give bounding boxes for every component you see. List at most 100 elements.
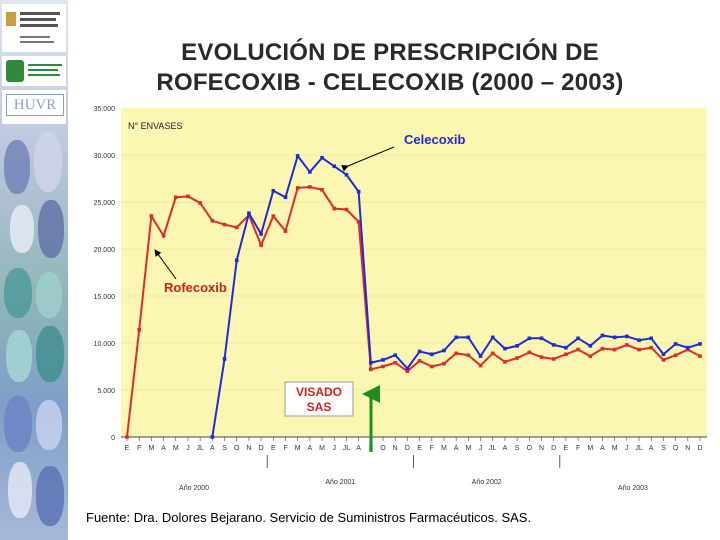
- data-point-rofecoxib: [173, 195, 178, 200]
- data-point-celecoxib: [222, 357, 227, 361]
- x-tick-label: N: [246, 445, 251, 452]
- data-point-celecoxib: [271, 188, 276, 193]
- data-point-celecoxib: [551, 343, 556, 347]
- visado-label: VISADO: [296, 385, 342, 399]
- data-point-celecoxib: [600, 333, 605, 338]
- data-point-celecoxib: [576, 336, 580, 341]
- x-tick-label: M: [465, 445, 471, 452]
- data-point-rofecoxib: [210, 219, 215, 223]
- x-tick-label: O: [380, 445, 386, 452]
- data-point-rofecoxib: [417, 359, 422, 363]
- data-point-rofecoxib: [661, 358, 666, 362]
- data-point-celecoxib: [344, 172, 349, 177]
- data-point-celecoxib: [308, 170, 312, 174]
- x-tick-label: J: [625, 445, 629, 452]
- year-labels: Año 2000 Año 2001 Año 2002 Año 2003: [179, 455, 648, 492]
- data-point-rofecoxib: [259, 243, 263, 248]
- data-point-rofecoxib: [478, 363, 483, 368]
- source-caption: Fuente: Dra. Dolores Bejarano. Servicio …: [86, 510, 532, 525]
- x-tick-label: D: [259, 445, 264, 452]
- data-point-rofecoxib: [539, 355, 544, 359]
- data-point-celecoxib: [247, 211, 251, 216]
- y-tick-label: 25.000: [94, 200, 116, 207]
- x-tick-label: A: [308, 445, 313, 452]
- data-point-celecoxib: [588, 344, 593, 348]
- data-point-celecoxib: [490, 335, 495, 340]
- data-point-rofecoxib: [673, 353, 678, 358]
- data-point-rofecoxib: [332, 206, 337, 211]
- data-point-rofecoxib: [222, 222, 227, 227]
- x-tick-label: A: [454, 445, 459, 452]
- x-tick-label: M: [587, 445, 593, 452]
- data-point-celecoxib: [234, 258, 239, 263]
- x-tick-label: F: [283, 445, 287, 452]
- data-point-rofecoxib: [308, 185, 312, 189]
- x-tick-label: A: [161, 445, 166, 452]
- y-axis-label: N° ENVASES: [128, 121, 182, 131]
- data-point-celecoxib: [625, 334, 629, 339]
- celecoxib-pointer-arrow: [341, 146, 395, 172]
- data-point-celecoxib: [320, 156, 324, 160]
- data-point-rofecoxib: [381, 364, 385, 369]
- x-tick-label: JL: [635, 445, 643, 452]
- x-tick-label: M: [612, 445, 618, 452]
- coat-of-arms-icon: [6, 12, 16, 26]
- x-tick-label: S: [515, 445, 520, 452]
- slide-title: EVOLUCIÓN DE PRESCRIPCIÓN DE ROFECOXIB -…: [100, 38, 680, 98]
- x-tick-label: N: [393, 445, 398, 452]
- series-celecoxib: [210, 153, 702, 439]
- huvr-logo: HUVR: [2, 90, 66, 124]
- title-line-1: EVOLUCIÓN DE PRESCRIPCIÓN DE: [181, 39, 599, 66]
- data-point-celecoxib: [442, 348, 446, 353]
- data-point-celecoxib: [698, 342, 702, 346]
- x-tick-label: S: [368, 445, 373, 452]
- data-point-celecoxib: [466, 335, 471, 340]
- y-tick-label: 15.000: [94, 294, 116, 301]
- x-tick-label: A: [600, 445, 605, 452]
- data-point-celecoxib: [515, 344, 519, 348]
- y-axis-tick-labels: 0 5.000 10.000 15.000 20.000 25.000 30.000 35.0…: [94, 106, 116, 442]
- x-tick-label: S: [661, 445, 666, 452]
- x-tick-label: M: [319, 445, 325, 452]
- x-tick-label: M: [148, 445, 154, 452]
- data-point-rofecoxib: [356, 219, 361, 224]
- y-tick-label: 0: [111, 435, 115, 442]
- x-tick-label: N: [539, 445, 544, 452]
- data-point-rofecoxib: [515, 356, 519, 360]
- data-point-rofecoxib: [295, 186, 300, 190]
- x-tick-label: A: [503, 445, 508, 452]
- x-tick-label: E: [125, 445, 130, 452]
- plot-area: [121, 108, 707, 437]
- data-point-rofecoxib: [442, 361, 446, 366]
- x-tick-label: JL: [343, 445, 351, 452]
- year-label: Año 2001: [325, 479, 355, 486]
- x-tick-label: A: [649, 445, 654, 452]
- x-tick-label: E: [271, 445, 276, 452]
- data-point-rofecoxib: [466, 353, 471, 358]
- data-point-rofecoxib: [551, 357, 556, 361]
- data-point-celecoxib: [381, 358, 385, 362]
- data-point-celecoxib: [673, 342, 678, 346]
- gridlines: [121, 154, 707, 391]
- data-point-rofecoxib: [247, 213, 251, 217]
- data-point-rofecoxib: [198, 201, 202, 205]
- rofecoxib-pointer-arrow: [154, 249, 177, 280]
- data-point-rofecoxib: [576, 347, 580, 352]
- data-point-celecoxib: [661, 352, 666, 357]
- data-point-celecoxib: [417, 349, 422, 354]
- x-tick-label: M: [295, 445, 301, 452]
- data-point-rofecoxib: [612, 347, 617, 352]
- x-tick-label: JL: [196, 445, 204, 452]
- huvr-logo-mark: HUVR: [6, 94, 64, 116]
- x-tick-label: F: [576, 445, 580, 452]
- y-tick-label: 35.000: [94, 106, 116, 113]
- x-tick-label: JL: [489, 445, 497, 452]
- decorative-sidebar: HUVR: [0, 0, 68, 540]
- data-point-rofecoxib: [527, 350, 532, 355]
- data-point-celecoxib: [454, 335, 458, 340]
- data-point-celecoxib: [612, 335, 617, 340]
- data-point-celecoxib: [210, 435, 215, 439]
- data-point-rofecoxib: [625, 343, 629, 347]
- x-tick-label: D: [697, 445, 702, 452]
- x-tick-label: J: [333, 445, 337, 452]
